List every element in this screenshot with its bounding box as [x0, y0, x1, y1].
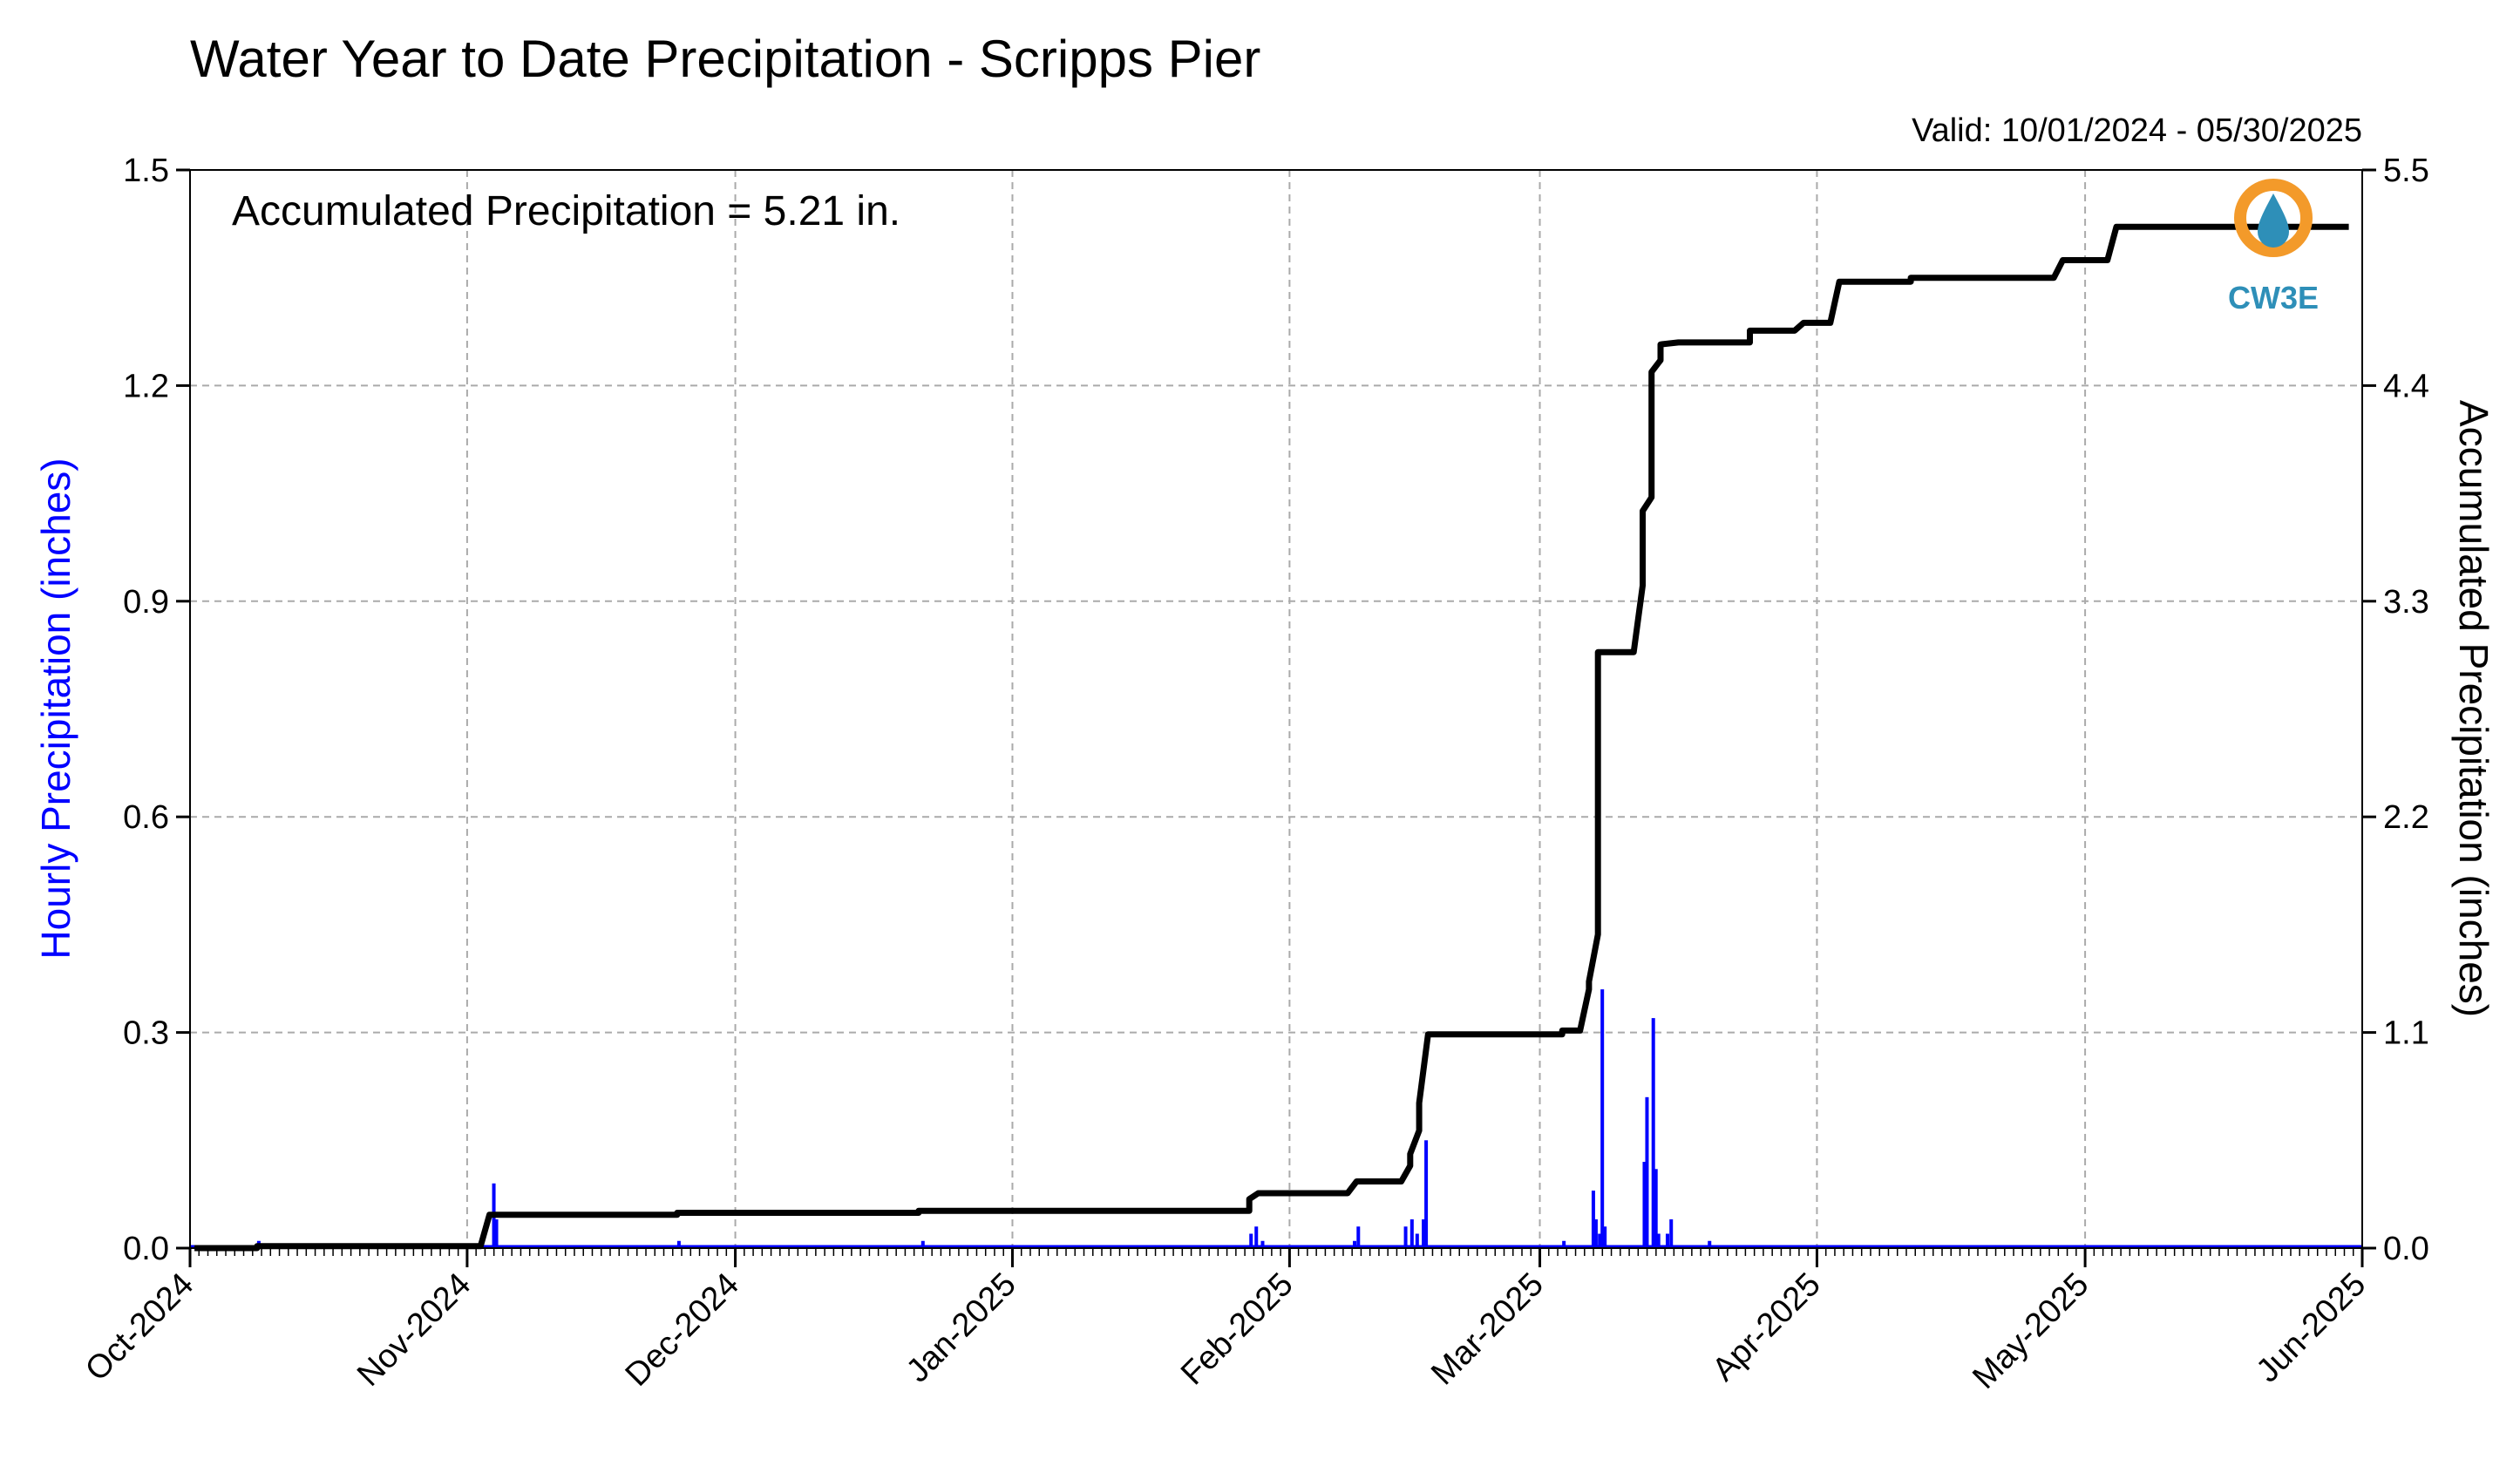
hourly-bar	[494, 1219, 499, 1248]
hourly-bar	[1645, 1096, 1649, 1248]
x-tick-label: Jun-2025	[2250, 1266, 2374, 1390]
x-tick-label: Feb-2025	[1174, 1266, 1301, 1393]
right-tick-label: 5.5	[2383, 153, 2429, 189]
right-tick-label: 0.0	[2383, 1231, 2429, 1267]
hourly-bar	[1403, 1226, 1408, 1248]
valid-range-text: Valid: 10/01/2024 - 05/30/2025	[1912, 112, 2362, 149]
hourly-bar	[1356, 1226, 1361, 1248]
right-tick-label: 3.3	[2383, 584, 2429, 621]
hourly-bar	[1415, 1233, 1419, 1248]
left-tick-label: 0.6	[123, 799, 169, 836]
right-tick-label: 4.4	[2383, 368, 2429, 404]
x-tick-label: Jan-2025	[900, 1266, 1023, 1390]
left-tick-label: 1.5	[123, 153, 169, 189]
left-tick-label: 0.0	[123, 1231, 169, 1267]
left-tick-label: 0.9	[123, 584, 169, 621]
hourly-bar	[1409, 1219, 1414, 1248]
hourly-bar	[1669, 1219, 1674, 1248]
hourly-bar	[920, 1240, 925, 1248]
hourly-bar	[1708, 1240, 1712, 1248]
hourly-bar	[1353, 1240, 1357, 1248]
right-y-axis-label: Accumulated Precipitation (inches)	[2451, 400, 2496, 1017]
right-tick-label: 1.1	[2383, 1015, 2429, 1052]
chart-title: Water Year to Date Precipitation - Scrip…	[190, 30, 1260, 88]
hourly-bar	[1593, 1219, 1598, 1248]
hourly-bar	[1562, 1240, 1566, 1248]
x-tick-label: Dec-2024	[619, 1266, 746, 1394]
right-y-axis: 0.0 1.1 2.2 3.3 4.4 5.5	[2362, 153, 2429, 1267]
hourly-bar	[676, 1240, 681, 1248]
hourly-bar	[1598, 1233, 1602, 1248]
x-tick-label: Mar-2025	[1424, 1266, 1551, 1393]
cw3e-logo: CW3E	[2228, 179, 2319, 316]
hourly-bar	[1422, 1219, 1426, 1248]
hourly-bar	[1600, 989, 1605, 1248]
left-tick-label: 0.3	[123, 1015, 169, 1052]
x-tick-label: Nov-2024	[350, 1266, 478, 1394]
hourly-bar	[1591, 1191, 1595, 1248]
logo-text: CW3E	[2228, 280, 2319, 316]
hourly-bar	[1642, 1162, 1647, 1248]
accumulated-total-annotation: Accumulated Precipitation = 5.21 in.	[232, 188, 900, 234]
logo-ring-icon	[2234, 179, 2313, 257]
left-y-axis: 0.0 0.3 0.6 0.9 1.2 1.5	[123, 153, 190, 1267]
plot-frame	[189, 169, 2363, 1249]
hourly-bar	[1603, 1226, 1607, 1248]
right-tick-label: 2.2	[2383, 799, 2429, 836]
x-tick-label: May-2025	[1966, 1266, 2095, 1396]
accumulated-precipitation-line	[194, 223, 2349, 1252]
accumulated-series-line	[194, 223, 2349, 1252]
hourly-bar	[1254, 1226, 1259, 1248]
hourly-bar	[1424, 1140, 1429, 1248]
hourly-bar	[1651, 1018, 1655, 1248]
hourly-precipitation-bars	[190, 989, 2362, 1248]
hourly-bar	[1654, 1169, 1658, 1248]
x-tick-label: Apr-2025	[1706, 1266, 1828, 1388]
left-y-axis-label: Hourly Precipitation (inches)	[33, 458, 78, 959]
hourly-bar	[1260, 1240, 1265, 1248]
grid-lines	[190, 170, 2362, 1248]
hourly-bar	[1249, 1233, 1253, 1248]
logo-drop-icon	[2258, 193, 2289, 248]
hourly-bar	[1665, 1233, 1669, 1248]
left-tick-label: 1.2	[123, 368, 169, 404]
x-tick-label: Oct-2024	[78, 1266, 200, 1388]
x-axis: Oct-2024 Nov-2024 Dec-2024 Jan-2025 Feb-2025…	[78, 1248, 2373, 1396]
hourly-bar	[1656, 1233, 1661, 1248]
